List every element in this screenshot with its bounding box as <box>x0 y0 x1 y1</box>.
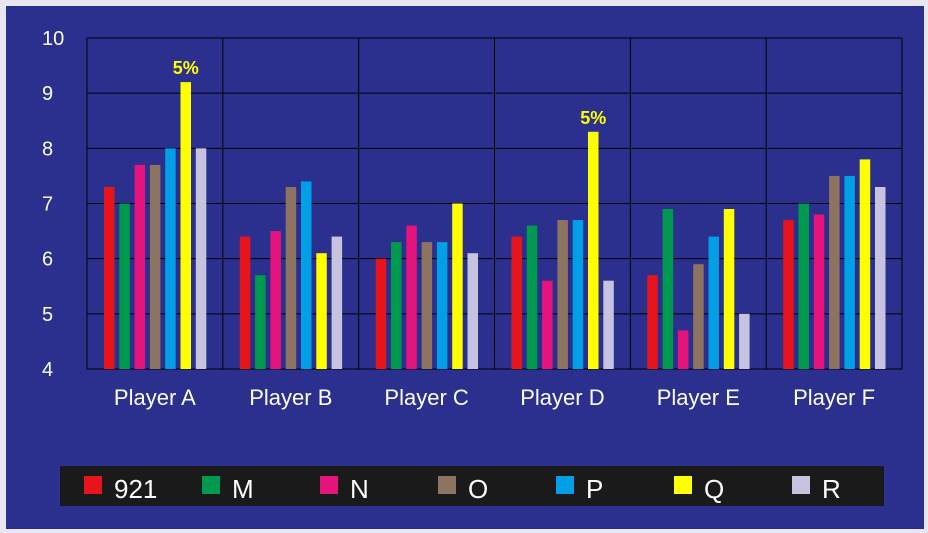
legend-swatch <box>84 476 102 494</box>
annotation-label: 5% <box>173 58 199 78</box>
bar-921-player-d <box>511 236 522 369</box>
legend-swatch <box>556 476 574 494</box>
legend-box <box>60 466 884 506</box>
bar-q-player-c <box>452 203 463 369</box>
x-category-label: Player F <box>793 385 875 410</box>
bar-n-player-a <box>134 164 146 369</box>
legend-label: M <box>232 474 254 504</box>
y-axis-ticks: 4 5 6 7 8 9 10 <box>42 28 64 381</box>
bar-p-player-e <box>708 236 719 369</box>
bar-921-player-e <box>647 275 658 369</box>
bar-q-player-b <box>316 253 327 369</box>
grid-layer <box>86 37 903 370</box>
legend: 921 M N O P Q R <box>60 466 884 506</box>
bar-o-player-c <box>421 242 433 369</box>
bar-o-player-d <box>557 220 568 369</box>
bar-m-player-b <box>255 275 266 369</box>
bar-r-player-c <box>467 253 478 369</box>
bar-921-player-c <box>375 258 387 369</box>
bar-r-player-d <box>603 280 614 369</box>
bar-m-player-a <box>119 203 130 369</box>
bar-q-player-f <box>859 159 871 369</box>
bar-o-player-a <box>149 164 161 369</box>
bar-n-player-c <box>406 225 417 369</box>
bar-m-player-f <box>798 203 809 369</box>
legend-label: O <box>468 474 488 504</box>
bar-o-player-f <box>829 175 840 369</box>
x-category-label: Player A <box>114 385 196 410</box>
x-category-label: Player C <box>384 385 468 410</box>
y-tick-label: 7 <box>42 194 53 216</box>
legend-label: P <box>586 474 603 504</box>
bar-q-player-e <box>723 209 735 369</box>
y-tick-label: 5 <box>42 304 53 326</box>
legend-label: 921 <box>114 474 157 504</box>
bar-r-player-f <box>875 187 886 369</box>
bar-921-player-a <box>104 187 115 369</box>
x-category-label: Player E <box>657 385 740 410</box>
bar-m-player-e <box>662 209 674 369</box>
bar-r-player-e <box>739 313 750 369</box>
legend-swatch <box>202 476 220 494</box>
legend-label: Q <box>704 474 724 504</box>
y-tick-label: 8 <box>42 138 53 160</box>
y-tick-label: 10 <box>42 28 64 50</box>
annotation-label: 5% <box>580 108 606 128</box>
bar-r-player-a <box>195 148 207 369</box>
bar-o-player-e <box>693 264 704 369</box>
y-tick-label: 9 <box>42 83 53 105</box>
legend-swatch <box>792 476 810 494</box>
legend-label: N <box>350 474 369 504</box>
bar-n-player-f <box>813 214 825 369</box>
y-tick-label: 4 <box>42 359 53 381</box>
bar-n-player-e <box>677 330 689 369</box>
bar-921-player-b <box>239 236 251 369</box>
bar-m-player-d <box>526 225 538 369</box>
legend-swatch <box>438 476 456 494</box>
bar-p-player-b <box>301 181 312 369</box>
bar-q-player-a <box>180 82 191 369</box>
legend-swatch <box>674 476 692 494</box>
bars <box>104 82 886 369</box>
bar-p-player-d <box>572 220 584 369</box>
bar-n-player-d <box>542 280 553 369</box>
x-axis-categories: Player A Player B Player C Player D Player E… <box>114 385 875 410</box>
x-category-label: Player B <box>249 385 332 410</box>
bar-921-player-f <box>783 220 794 369</box>
bar-r-player-b <box>331 236 343 369</box>
bar-p-player-f <box>844 175 855 369</box>
x-category-label: Player D <box>520 385 604 410</box>
bar-n-player-b <box>270 231 281 369</box>
bar-o-player-b <box>285 187 297 369</box>
annotations: 5% 5% <box>173 58 607 128</box>
legend-swatch <box>320 476 338 494</box>
bar-q-player-d <box>588 131 599 369</box>
y-tick-label: 6 <box>42 249 53 271</box>
bar-p-player-c <box>436 242 448 369</box>
legend-label: R <box>822 474 841 504</box>
bar-m-player-c <box>391 242 402 369</box>
bar-p-player-a <box>165 148 176 369</box>
